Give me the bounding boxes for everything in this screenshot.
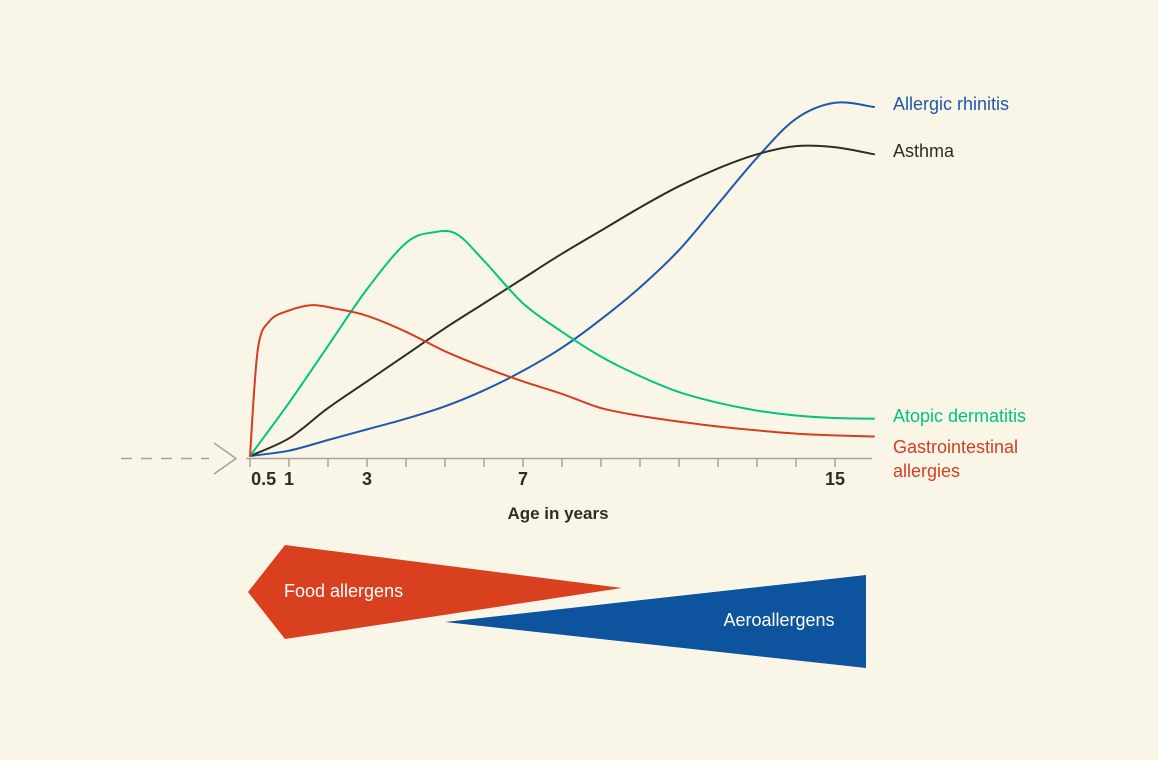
aeroallergens-label: Aeroallergens xyxy=(723,610,835,630)
aeroallergens-arrow xyxy=(445,575,866,668)
x-tick-label: 15 xyxy=(824,469,846,489)
axis-start-arrow-icon xyxy=(213,442,238,475)
legend-asthma: Asthma xyxy=(893,141,955,161)
legend-allergic-rhinitis: Allergic rhinitis xyxy=(893,94,1010,114)
x-axis-ticks xyxy=(249,458,836,467)
legend-gastrointestinal-allergies: Gastrointestinal allergies xyxy=(893,437,1019,481)
food-allergens-arrow xyxy=(248,545,622,639)
x-tick-label: 1 xyxy=(283,469,295,489)
gastrointestinal-allergies-curve xyxy=(249,304,875,457)
x-tick-label: 3 xyxy=(361,469,373,489)
x-tick-label: 7 xyxy=(517,469,529,489)
allergic-rhinitis-curve xyxy=(249,101,875,457)
atopic-dermatitis-curve xyxy=(249,229,875,457)
food-allergens-label: Food allergens xyxy=(284,581,404,601)
x-axis-title: Age in years xyxy=(507,504,609,523)
legend-atopic-dermatitis: Atopic dermatitis xyxy=(893,406,1027,426)
x-tick-label: 0.5 xyxy=(251,469,277,489)
asthma-curve xyxy=(249,144,875,457)
